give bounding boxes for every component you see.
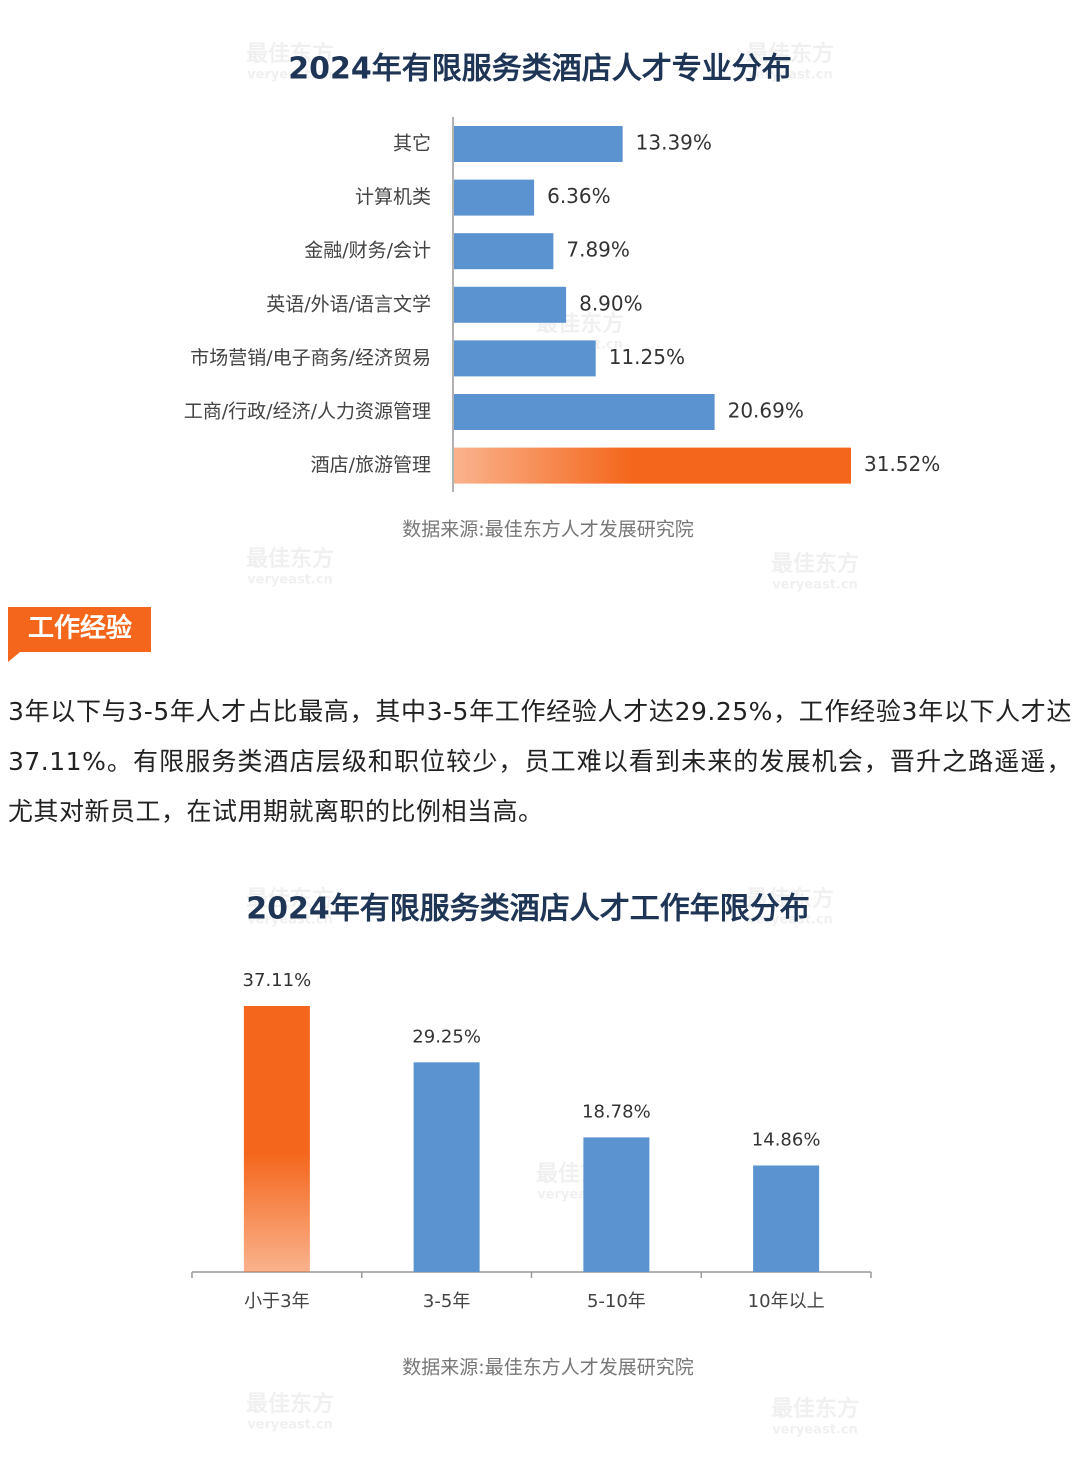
value-label: 13.39% (636, 131, 712, 155)
bar (583, 1137, 650, 1272)
bar (243, 1006, 310, 1272)
watermark-url: veryeast.cn (247, 68, 333, 83)
bar (454, 394, 715, 430)
bar (454, 340, 596, 377)
bar (454, 447, 851, 484)
watermark-url: veryeast.cn (772, 1423, 858, 1438)
watermark-name: 最佳东方 (246, 1391, 334, 1417)
value-label: 8.90% (579, 291, 643, 315)
value-label: 29.25% (412, 1026, 481, 1047)
category-label: 金融/财务/会计 (304, 240, 431, 262)
bar (454, 179, 535, 216)
watermark-url: veryeast.cn (247, 1418, 333, 1433)
value-label: 18.78% (582, 1101, 651, 1122)
value-label: 11.25% (609, 345, 685, 369)
bar (454, 126, 623, 162)
watermark-name: 最佳东方 (746, 886, 834, 912)
watermark-name: 最佳东方 (771, 1396, 859, 1422)
bar (753, 1165, 820, 1272)
bar (454, 286, 567, 323)
category-label: 酒店/旅游管理 (311, 454, 431, 476)
paragraph: 3年以下与3-5年人才占比最高，其中3-5年工作经验人才达29.25%，工作经验… (8, 697, 1072, 826)
value-label: 37.11% (243, 970, 312, 991)
category-label: 市场营销/电子商务/经济贸易 (190, 347, 431, 369)
category-label: 5-10年 (587, 1291, 646, 1312)
watermark-name: 最佳东方 (246, 41, 334, 67)
section-badge (8, 607, 151, 662)
value-label: 31.52% (864, 452, 940, 476)
value-label: 6.36% (547, 184, 611, 208)
watermark-url: veryeast.cn (747, 68, 833, 83)
source: 数据来源:最佳东方人才发展研究院 (402, 519, 693, 541)
watermark-name: 最佳东方 (771, 551, 859, 577)
bar (454, 233, 554, 270)
watermark-url: veryeast.cn (772, 578, 858, 593)
chart-title: 2024年有限服务类酒店人才工作年限分布 (246, 892, 810, 927)
bar (413, 1062, 480, 1272)
chart-title: 2024年有限服务类酒店人才专业分布 (288, 52, 792, 87)
watermark-name: 最佳东方 (246, 886, 334, 912)
watermark-url: veryeast.cn (747, 913, 833, 928)
value-label: 20.69% (728, 399, 804, 423)
watermark-name: 最佳东方 (746, 41, 834, 67)
category-label: 英语/外语/语言文学 (266, 293, 431, 315)
section-title: 工作经验 (28, 613, 132, 644)
watermark-url: veryeast.cn (247, 573, 333, 588)
watermark-url: veryeast.cn (247, 913, 333, 928)
category-label: 其它 (393, 133, 431, 155)
watermark-name: 最佳东方 (246, 546, 334, 572)
source: 数据来源:最佳东方人才发展研究院 (402, 1357, 693, 1379)
category-label: 小于3年 (244, 1291, 309, 1312)
category-label: 计算机类 (355, 186, 431, 208)
category-label: 10年以上 (748, 1291, 825, 1312)
value-label: 14.86% (752, 1129, 821, 1150)
value-label: 7.89% (566, 238, 630, 262)
category-label: 3-5年 (423, 1291, 470, 1312)
category-label: 工商/行政/经济/人力资源管理 (184, 401, 431, 423)
